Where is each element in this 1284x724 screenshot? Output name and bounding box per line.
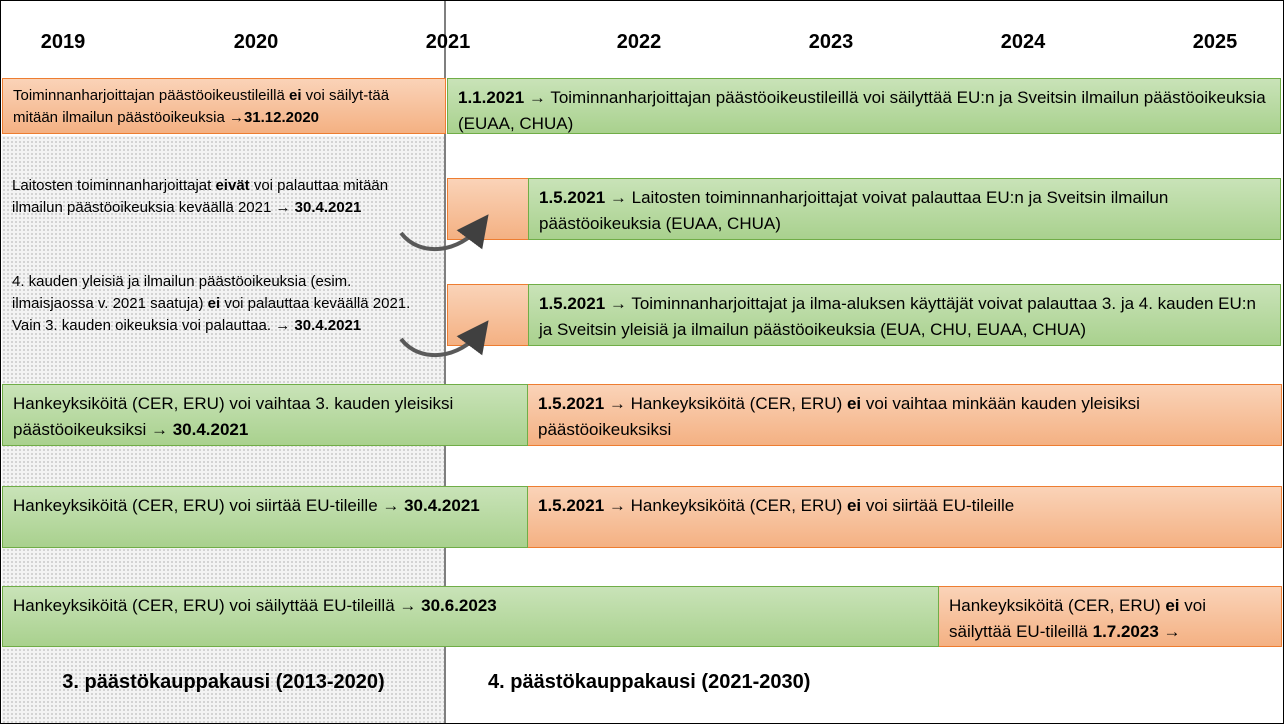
text-run: → Toiminnanharjoittajan päästöoikeustile… <box>458 88 1266 133</box>
year-label: 2024 <box>1000 31 1046 53</box>
text-run: Laitosten toiminnanharjoittajat <box>12 177 216 194</box>
text-run: 1.1.2021 <box>458 88 525 107</box>
right-box: 1.5.2021 → Hankeyksiköitä (CER, ERU) ei … <box>527 486 1282 548</box>
text-run: 1.7.2023 <box>1092 622 1159 641</box>
year-label: 2020 <box>233 31 279 53</box>
text-run: Hankeyksiköitä (CER, ERU) <box>949 596 1166 615</box>
text-run: eivät <box>215 177 250 194</box>
text-run: Hankeyksiköitä (CER, ERU) voi siirtää EU… <box>13 496 405 515</box>
text-run: 30.6.2023 <box>421 596 497 615</box>
text-run: ei <box>846 394 862 413</box>
stub-bar <box>447 178 529 240</box>
left-box: Laitosten toiminnanharjoittajat eivät vo… <box>2 169 402 225</box>
text-run: ei <box>207 295 221 312</box>
text-run: 1.5.2021 <box>538 496 605 515</box>
year-label: 2022 <box>616 31 662 53</box>
left-box: Hankeyksiköitä (CER, ERU) voi säilyttää … <box>2 586 939 647</box>
text-run: ei <box>846 496 862 515</box>
text-run: 4. kauden yleisiä ja ilmailun päästöoike… <box>12 273 352 312</box>
right-box: 1.5.2021 → Laitosten toiminnanharjoittaj… <box>528 178 1281 240</box>
text-run: → Hankeyksiköitä (CER, ERU) <box>604 496 847 515</box>
text-run: voi siirtää EU-tileille <box>861 496 1015 515</box>
left-box: Hankeyksiköitä (CER, ERU) voi siirtää EU… <box>2 486 528 548</box>
left-box: Toiminnanharjoittajan päästöoikeustileil… <box>2 78 446 134</box>
text-run: Toiminnanharjoittajan päästöoikeustileil… <box>13 87 289 104</box>
text-run: → Toiminnanharjoittajat ja ilma-aluksen … <box>539 294 1256 339</box>
text-run: 1.5.2021 <box>539 188 606 207</box>
text-run: 30.4.2021 <box>404 496 480 515</box>
text-run: → <box>1158 622 1181 641</box>
text-run: 30.4.2021 <box>294 317 362 334</box>
text-run: voi palauttaa keväällä 2021. Vain 3. kau… <box>12 295 411 334</box>
period-label: 3. päästökauppakausi (2013-2020) <box>62 671 385 693</box>
text-run: 1.5.2021 <box>538 394 605 413</box>
text-run: voi säilyt-tää mitään ilmailun päästöoik… <box>13 87 390 126</box>
left-box: 4. kauden yleisiä ja ilmailun päästöoike… <box>2 265 422 343</box>
text-run: → Laitosten toiminnanharjoittajat voivat… <box>539 188 1169 233</box>
year-label: 2021 <box>425 31 471 53</box>
text-run: → Hankeyksiköitä (CER, ERU) <box>604 394 847 413</box>
text-run: Hankeyksiköitä (CER, ERU) voi säilyttää … <box>13 596 422 615</box>
text-run: voi palauttaa mitään ilmailun päästöoike… <box>12 177 389 216</box>
year-2021-line <box>444 1 446 723</box>
period-label: 4. päästökauppakausi (2021-2030) <box>488 671 811 693</box>
text-run: 1.5.2021 <box>539 294 606 313</box>
text-run: ei <box>1165 596 1180 615</box>
text-run: 31.12.2020 <box>243 109 320 126</box>
year-label: 2025 <box>1192 31 1238 53</box>
year-label: 2019 <box>40 31 86 53</box>
text-run: 30.4.2021 <box>172 420 249 439</box>
right-box: 1.1.2021 → Toiminnanharjoittajan päästöo… <box>447 78 1281 134</box>
right-box: Hankeyksiköitä (CER, ERU) ei voi säilytt… <box>938 586 1282 647</box>
text-run: 30.4.2021 <box>294 199 362 216</box>
stub-bar <box>447 284 529 346</box>
right-box: 1.5.2021 → Hankeyksiköitä (CER, ERU) ei … <box>527 384 1282 446</box>
year-label: 2023 <box>808 31 854 53</box>
text-run: voi vaihtaa minkään kauden yleisiksi pää… <box>538 394 1140 439</box>
left-box: Hankeyksiköitä (CER, ERU) voi vaihtaa 3.… <box>2 384 528 446</box>
text-run: voi säilyttää EU-tileillä <box>949 596 1206 641</box>
right-box: 1.5.2021 → Toiminnanharjoittajat ja ilma… <box>528 284 1281 346</box>
text-run: ei <box>289 87 302 104</box>
text-run: Hankeyksiköitä (CER, ERU) voi vaihtaa 3.… <box>13 394 454 439</box>
